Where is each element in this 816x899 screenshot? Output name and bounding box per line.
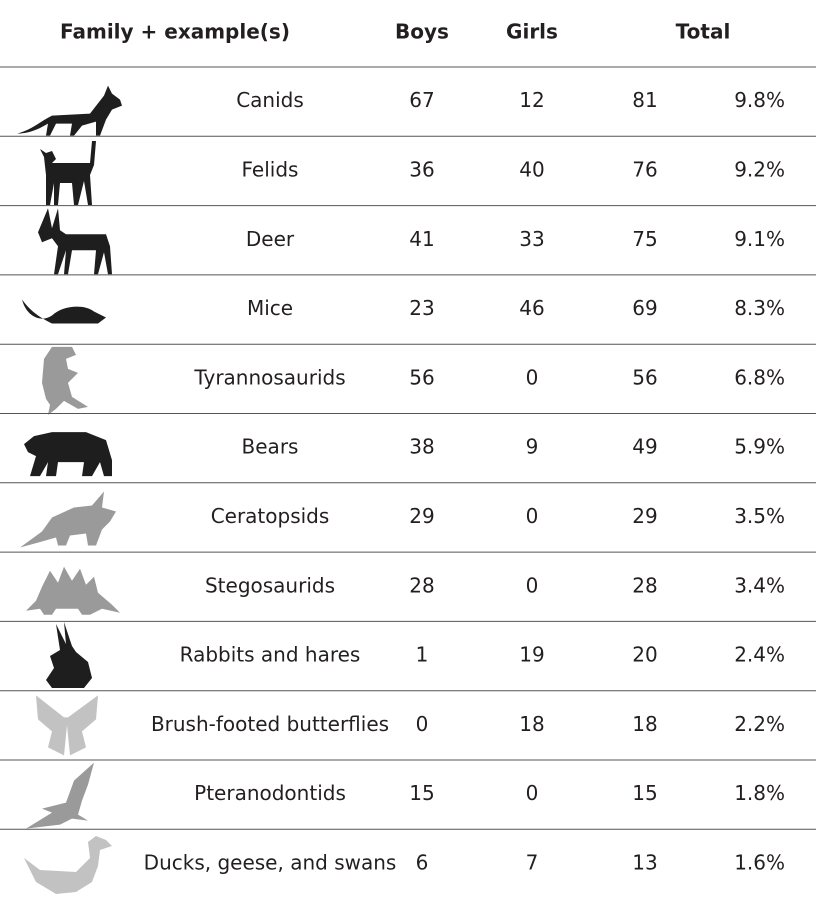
animal-icon: [24, 432, 112, 477]
header-girls: Girls: [506, 20, 558, 44]
girls-count: 12: [519, 88, 544, 112]
silhouette: [46, 622, 92, 689]
animal-icon: [40, 140, 96, 205]
boys-count: 28: [409, 573, 434, 597]
silhouette: [17, 85, 122, 136]
girls-count: 0: [526, 504, 539, 528]
boys-count: 56: [409, 365, 434, 389]
silhouette: [22, 299, 106, 324]
total-count: 81: [632, 88, 657, 112]
animal-icon: [24, 835, 112, 894]
family-name: Brush-footed butterflies: [151, 712, 389, 736]
total-count: 76: [632, 157, 657, 181]
animal-icon: [17, 85, 122, 136]
total-count: 18: [632, 712, 657, 736]
total-count: 75: [632, 227, 657, 251]
total-percent: 3.4%: [734, 573, 785, 597]
boys-count: 29: [409, 504, 434, 528]
boys-count: 6: [416, 850, 429, 874]
total-percent: 6.8%: [734, 365, 785, 389]
boys-count: 38: [409, 435, 434, 459]
total-percent: 3.5%: [734, 504, 785, 528]
family-name: Stegosaurids: [205, 573, 335, 597]
total-count: 13: [632, 850, 657, 874]
silhouette: [24, 432, 112, 477]
girls-count: 18: [519, 712, 544, 736]
silhouette: [20, 491, 116, 548]
silhouette: [26, 566, 120, 615]
total-percent: 2.2%: [734, 712, 785, 736]
family-name: Deer: [246, 227, 295, 251]
silhouette: [38, 208, 112, 275]
animal-icon: [42, 346, 88, 415]
total-count: 49: [632, 435, 657, 459]
total-count: 20: [632, 643, 657, 667]
girls-count: 0: [526, 573, 539, 597]
silhouette: [36, 695, 98, 756]
boys-count: 41: [409, 227, 434, 251]
total-percent: 2.4%: [734, 643, 785, 667]
family-name: Ducks, geese, and swans: [144, 850, 397, 874]
animal-icon: [22, 299, 106, 324]
animal-icon: [36, 695, 98, 756]
total-count: 29: [632, 504, 657, 528]
girls-count: 0: [526, 365, 539, 389]
boys-count: 0: [416, 712, 429, 736]
girls-count: 19: [519, 643, 544, 667]
animal-icon: [26, 566, 120, 615]
total-percent: 9.2%: [734, 157, 785, 181]
boys-count: 36: [409, 157, 434, 181]
boys-count: 23: [409, 296, 434, 320]
family-name: Rabbits and hares: [180, 643, 361, 667]
total-percent: 1.6%: [734, 850, 785, 874]
family-name: Felids: [242, 157, 299, 181]
family-name: Mice: [247, 296, 293, 320]
animal-icon: [20, 491, 116, 548]
total-percent: 5.9%: [734, 435, 785, 459]
animal-icon: [26, 762, 94, 829]
header-total: Total: [676, 20, 731, 44]
total-percent: 9.1%: [734, 227, 785, 251]
silhouette: [42, 346, 88, 415]
total-percent: 1.8%: [734, 781, 785, 805]
silhouette: [40, 140, 96, 205]
family-name: Bears: [242, 435, 299, 459]
family-name: Canids: [236, 88, 304, 112]
silhouette: [24, 835, 112, 894]
total-count: 28: [632, 573, 657, 597]
boys-count: 1: [416, 643, 429, 667]
total-count: 56: [632, 365, 657, 389]
girls-count: 40: [519, 157, 544, 181]
total-percent: 9.8%: [734, 88, 785, 112]
girls-count: 0: [526, 781, 539, 805]
girls-count: 9: [526, 435, 539, 459]
girls-count: 46: [519, 296, 544, 320]
header-boys: Boys: [395, 20, 449, 44]
silhouette: [26, 762, 94, 829]
total-count: 69: [632, 296, 657, 320]
family-name: Ceratopsids: [211, 504, 330, 528]
total-count: 15: [632, 781, 657, 805]
family-name: Tyrannosaurids: [193, 365, 345, 389]
boys-count: 15: [409, 781, 434, 805]
boys-count: 67: [409, 88, 434, 112]
animal-icon: [38, 208, 112, 275]
family-name: Pteranodontids: [194, 781, 346, 805]
girls-count: 7: [526, 850, 539, 874]
total-percent: 8.3%: [734, 296, 785, 320]
animal-icon: [46, 622, 92, 689]
girls-count: 33: [519, 227, 544, 251]
header-family: Family + example(s): [60, 20, 290, 44]
